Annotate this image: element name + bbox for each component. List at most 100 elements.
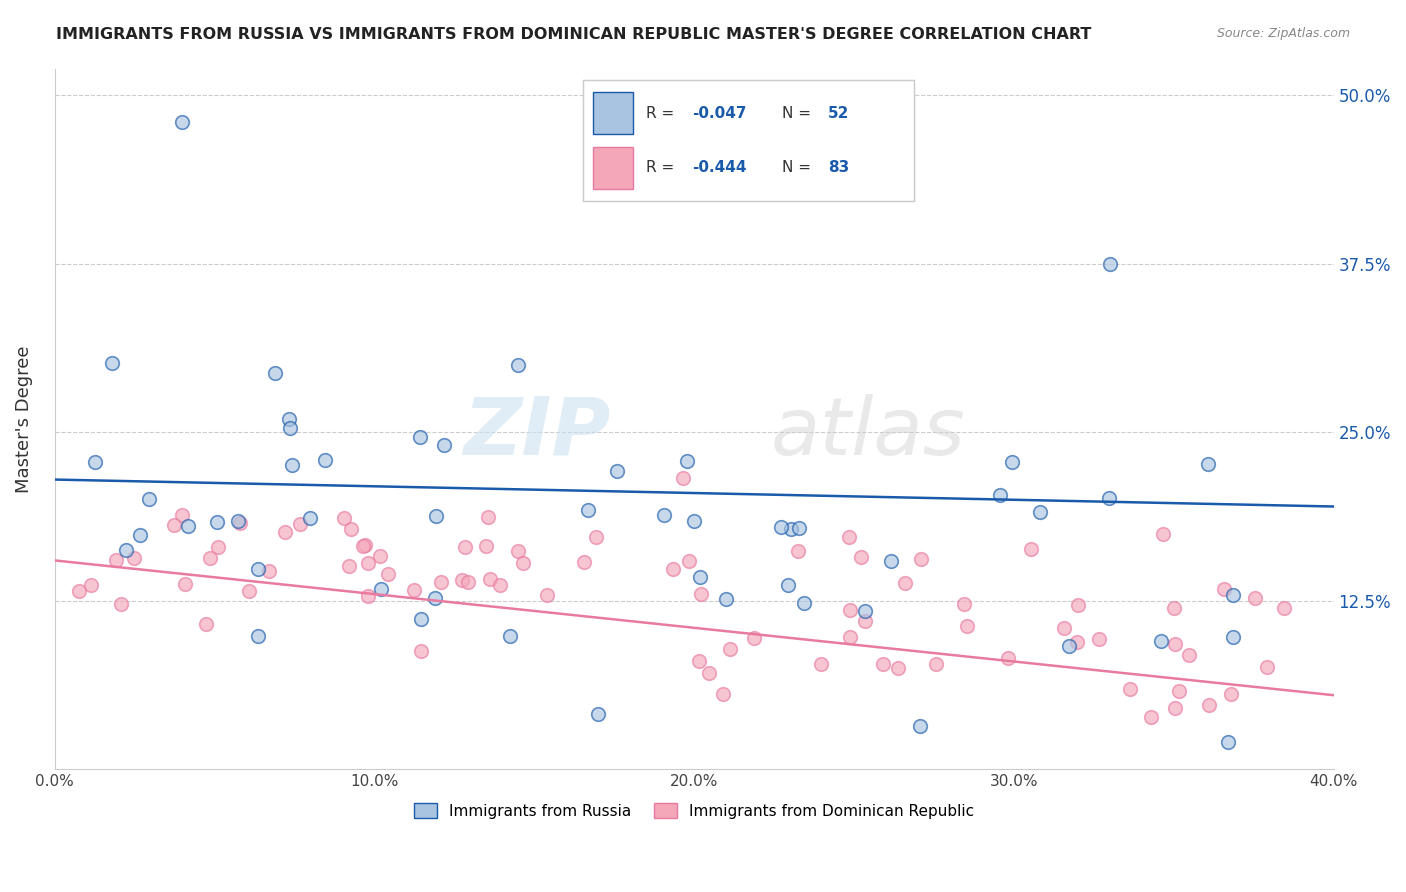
Point: [838, 630, 860, 644]
Point: [1019, 541, 1042, 556]
Point: [433, 438, 456, 452]
Point: [1212, 582, 1234, 597]
Point: [689, 570, 711, 584]
Point: [1057, 639, 1080, 653]
Point: [370, 582, 392, 597]
Legend: Immigrants from Russia, Immigrants from Dominican Republic: Immigrants from Russia, Immigrants from …: [408, 797, 980, 825]
Point: [887, 661, 910, 675]
Point: [778, 578, 800, 592]
Point: [1222, 588, 1244, 602]
Point: [508, 358, 530, 372]
Point: [314, 452, 336, 467]
Point: [409, 430, 432, 444]
Point: [281, 458, 304, 472]
Point: [333, 511, 356, 525]
Text: 52: 52: [828, 106, 849, 121]
Point: [357, 589, 380, 603]
Point: [1244, 591, 1267, 605]
Text: R =: R =: [647, 160, 679, 175]
FancyBboxPatch shape: [593, 93, 633, 135]
Text: ZIP: ZIP: [464, 394, 610, 472]
Point: [163, 517, 186, 532]
Point: [174, 577, 197, 591]
Point: [672, 470, 695, 484]
Point: [683, 514, 706, 528]
Point: [1164, 701, 1187, 715]
Point: [1256, 660, 1278, 674]
Point: [718, 641, 741, 656]
Point: [110, 598, 132, 612]
Point: [84, 455, 107, 469]
Point: [195, 616, 218, 631]
Point: [115, 542, 138, 557]
Point: [578, 503, 600, 517]
Point: [288, 517, 311, 532]
Point: [274, 524, 297, 539]
Point: [457, 574, 479, 589]
Text: -0.047: -0.047: [693, 106, 747, 121]
Point: [411, 644, 433, 658]
Point: [893, 575, 915, 590]
Point: [1001, 455, 1024, 469]
Point: [793, 595, 815, 609]
Point: [477, 509, 499, 524]
Point: [277, 412, 299, 426]
Point: [697, 666, 720, 681]
Point: [246, 629, 269, 643]
Point: [1168, 683, 1191, 698]
Point: [1119, 682, 1142, 697]
Point: [787, 521, 810, 535]
Point: [780, 522, 803, 536]
Point: [454, 540, 477, 554]
Point: [280, 421, 302, 435]
Point: [172, 115, 194, 129]
Point: [1098, 491, 1121, 505]
Point: [997, 651, 1019, 665]
Point: [238, 584, 260, 599]
Y-axis label: Master's Degree: Master's Degree: [15, 345, 32, 492]
Point: [246, 562, 269, 576]
Point: [1088, 632, 1111, 647]
Point: [354, 538, 377, 552]
Point: [430, 574, 453, 589]
Point: [853, 614, 876, 628]
Point: [264, 367, 287, 381]
Point: [872, 657, 894, 671]
Text: 83: 83: [828, 160, 849, 175]
Point: [838, 531, 860, 545]
Point: [451, 573, 474, 587]
Point: [853, 603, 876, 617]
Point: [138, 491, 160, 506]
Point: [688, 654, 710, 668]
Point: [988, 488, 1011, 502]
Point: [1066, 634, 1088, 648]
Point: [787, 544, 810, 558]
Point: [489, 578, 512, 592]
Point: [1272, 601, 1295, 615]
Point: [425, 591, 447, 605]
Point: [425, 509, 447, 524]
Point: [1163, 601, 1185, 615]
Text: -0.444: -0.444: [693, 160, 747, 175]
Point: [298, 511, 321, 525]
Point: [67, 584, 90, 599]
FancyBboxPatch shape: [593, 146, 633, 188]
Point: [80, 578, 103, 592]
Point: [536, 588, 558, 602]
Text: N =: N =: [782, 106, 815, 121]
Point: [588, 707, 610, 722]
Point: [226, 514, 249, 528]
Point: [1177, 648, 1199, 662]
Point: [769, 519, 792, 533]
Point: [409, 612, 432, 626]
Point: [880, 554, 903, 568]
Point: [475, 539, 498, 553]
Point: [652, 508, 675, 523]
Point: [402, 583, 425, 598]
Point: [1053, 621, 1076, 635]
Point: [259, 564, 281, 578]
Point: [122, 551, 145, 566]
Point: [678, 554, 700, 568]
Point: [910, 552, 932, 566]
Point: [908, 719, 931, 733]
